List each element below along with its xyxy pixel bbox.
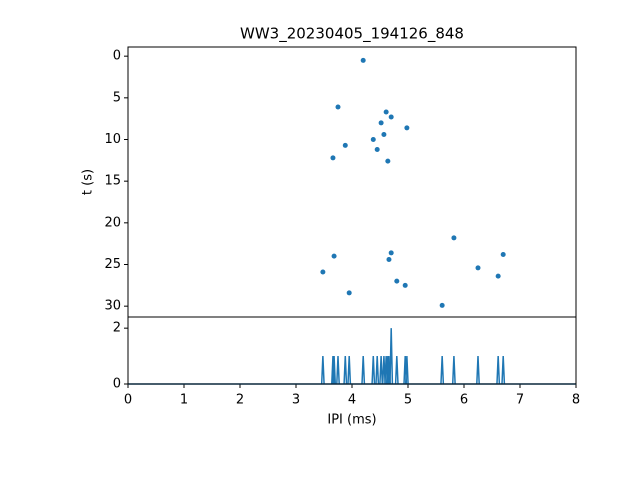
- x-tick-label: 7: [516, 393, 524, 408]
- point: [331, 253, 337, 259]
- x-tick-label: 0: [124, 393, 132, 408]
- y-tick-label: 5: [113, 90, 121, 105]
- spike: [501, 356, 506, 385]
- spike: [371, 356, 376, 385]
- y-tick-label: 2: [113, 321, 121, 336]
- spike: [336, 356, 340, 385]
- y-axis-label: t (s): [81, 169, 96, 195]
- spike: [496, 356, 501, 385]
- point: [402, 282, 408, 288]
- point: [330, 155, 336, 161]
- axes-frame: [127, 46, 577, 318]
- point: [370, 137, 376, 142]
- spike: [361, 356, 366, 385]
- point: [451, 235, 457, 241]
- spike: [389, 328, 394, 385]
- point: [346, 290, 352, 296]
- axes-frame: [127, 316, 577, 385]
- chart-title: WW3_20230405_194126_848: [240, 25, 464, 44]
- x-tick-label: 5: [404, 393, 412, 408]
- x-tick-label: 8: [572, 393, 580, 408]
- point: [335, 104, 341, 110]
- spike: [375, 356, 380, 385]
- y-tick-label: 10: [104, 132, 121, 147]
- y-tick-label: 20: [104, 215, 121, 230]
- spike: [476, 356, 480, 385]
- point: [388, 114, 394, 120]
- y-tick-label: 0: [113, 377, 121, 392]
- y-tick-label: 15: [104, 174, 121, 189]
- point: [500, 252, 506, 257]
- y-tick-label: 30: [104, 299, 121, 314]
- y-tick-label: 0: [113, 49, 121, 64]
- x-tick-label: 1: [180, 393, 188, 408]
- point: [385, 158, 391, 164]
- point: [374, 147, 380, 152]
- point: [386, 257, 392, 262]
- point: [475, 265, 481, 271]
- point: [495, 273, 501, 279]
- x-tick-label: 2: [236, 393, 244, 408]
- point: [320, 269, 326, 275]
- point: [404, 125, 410, 131]
- spike: [332, 356, 337, 385]
- spike: [440, 356, 445, 385]
- spike: [394, 356, 399, 385]
- spike: [347, 356, 352, 385]
- x-tick-label: 6: [460, 393, 468, 408]
- y-tick-label: 25: [104, 257, 121, 272]
- spike: [379, 356, 384, 385]
- point: [439, 302, 445, 308]
- spike: [343, 356, 348, 385]
- x-axis-label: IPI (ms): [327, 413, 376, 428]
- x-tick-label: 3: [292, 393, 300, 408]
- point: [378, 120, 384, 126]
- point: [394, 278, 400, 284]
- spike: [451, 356, 456, 385]
- point: [381, 132, 387, 137]
- x-tick-label: 4: [348, 393, 356, 408]
- spike: [404, 356, 409, 385]
- point: [342, 142, 348, 148]
- point: [388, 250, 394, 256]
- point: [383, 109, 389, 115]
- spike: [320, 356, 325, 385]
- point: [360, 57, 366, 63]
